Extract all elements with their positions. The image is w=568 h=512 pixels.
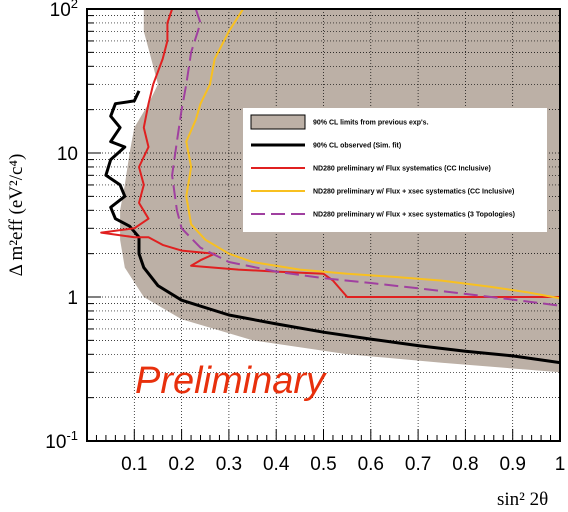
curves [100,9,560,365]
legend-label: ND280 preliminary w/ Flux systematics (C… [313,166,491,173]
y-tick-label: 10 [57,144,78,165]
x-tick-label: 0.5 [310,454,336,475]
legend-label: 90% CL observed (Sim. fit) [313,143,401,150]
curve-0 [104,90,560,365]
legend: 90% CL limits from previous exp's. 90% CL… [243,108,547,232]
axis-ticks [86,15,561,442]
curve-1 [100,9,560,298]
tick-labels: 0.1 0.2 0.3 0.4 0.5 0.6 0.7 0.8 0.9 1 10-1 1 10 102 [45,0,565,475]
x-tick-label: 0.1 [121,454,147,475]
x-tick-label: 0.3 [216,454,242,475]
x-tick-label: 1 [555,454,566,475]
legend-label: ND280 preliminary w/ Flux + xsec systema… [313,189,514,196]
x-tick-label: 0.2 [168,454,194,475]
legend-swatch [250,114,306,130]
curve-2 [185,9,560,300]
legend-label: ND280 preliminary w/ Flux + xsec systema… [313,212,515,219]
x-axis-label: sin² 2θ [497,489,548,510]
x-tick-label: 0.7 [405,454,431,475]
x-tick-label: 0.6 [358,454,384,475]
y-axis-label: Δ m²eff (eV²/c⁴) [6,154,27,277]
y-tick-label: 1 [67,288,78,309]
y-tick-label: 10-1 [45,428,78,453]
legend-label: 90% CL limits from previous exp's. [313,120,429,127]
preliminary-annotation: Preliminary [135,360,327,402]
curve-3 [171,9,560,307]
x-tick-label: 0.8 [452,454,478,475]
y-tick-label: 102 [50,0,78,21]
x-tick-label: 0.4 [263,454,290,475]
x-tick-label: 0.9 [499,454,525,475]
